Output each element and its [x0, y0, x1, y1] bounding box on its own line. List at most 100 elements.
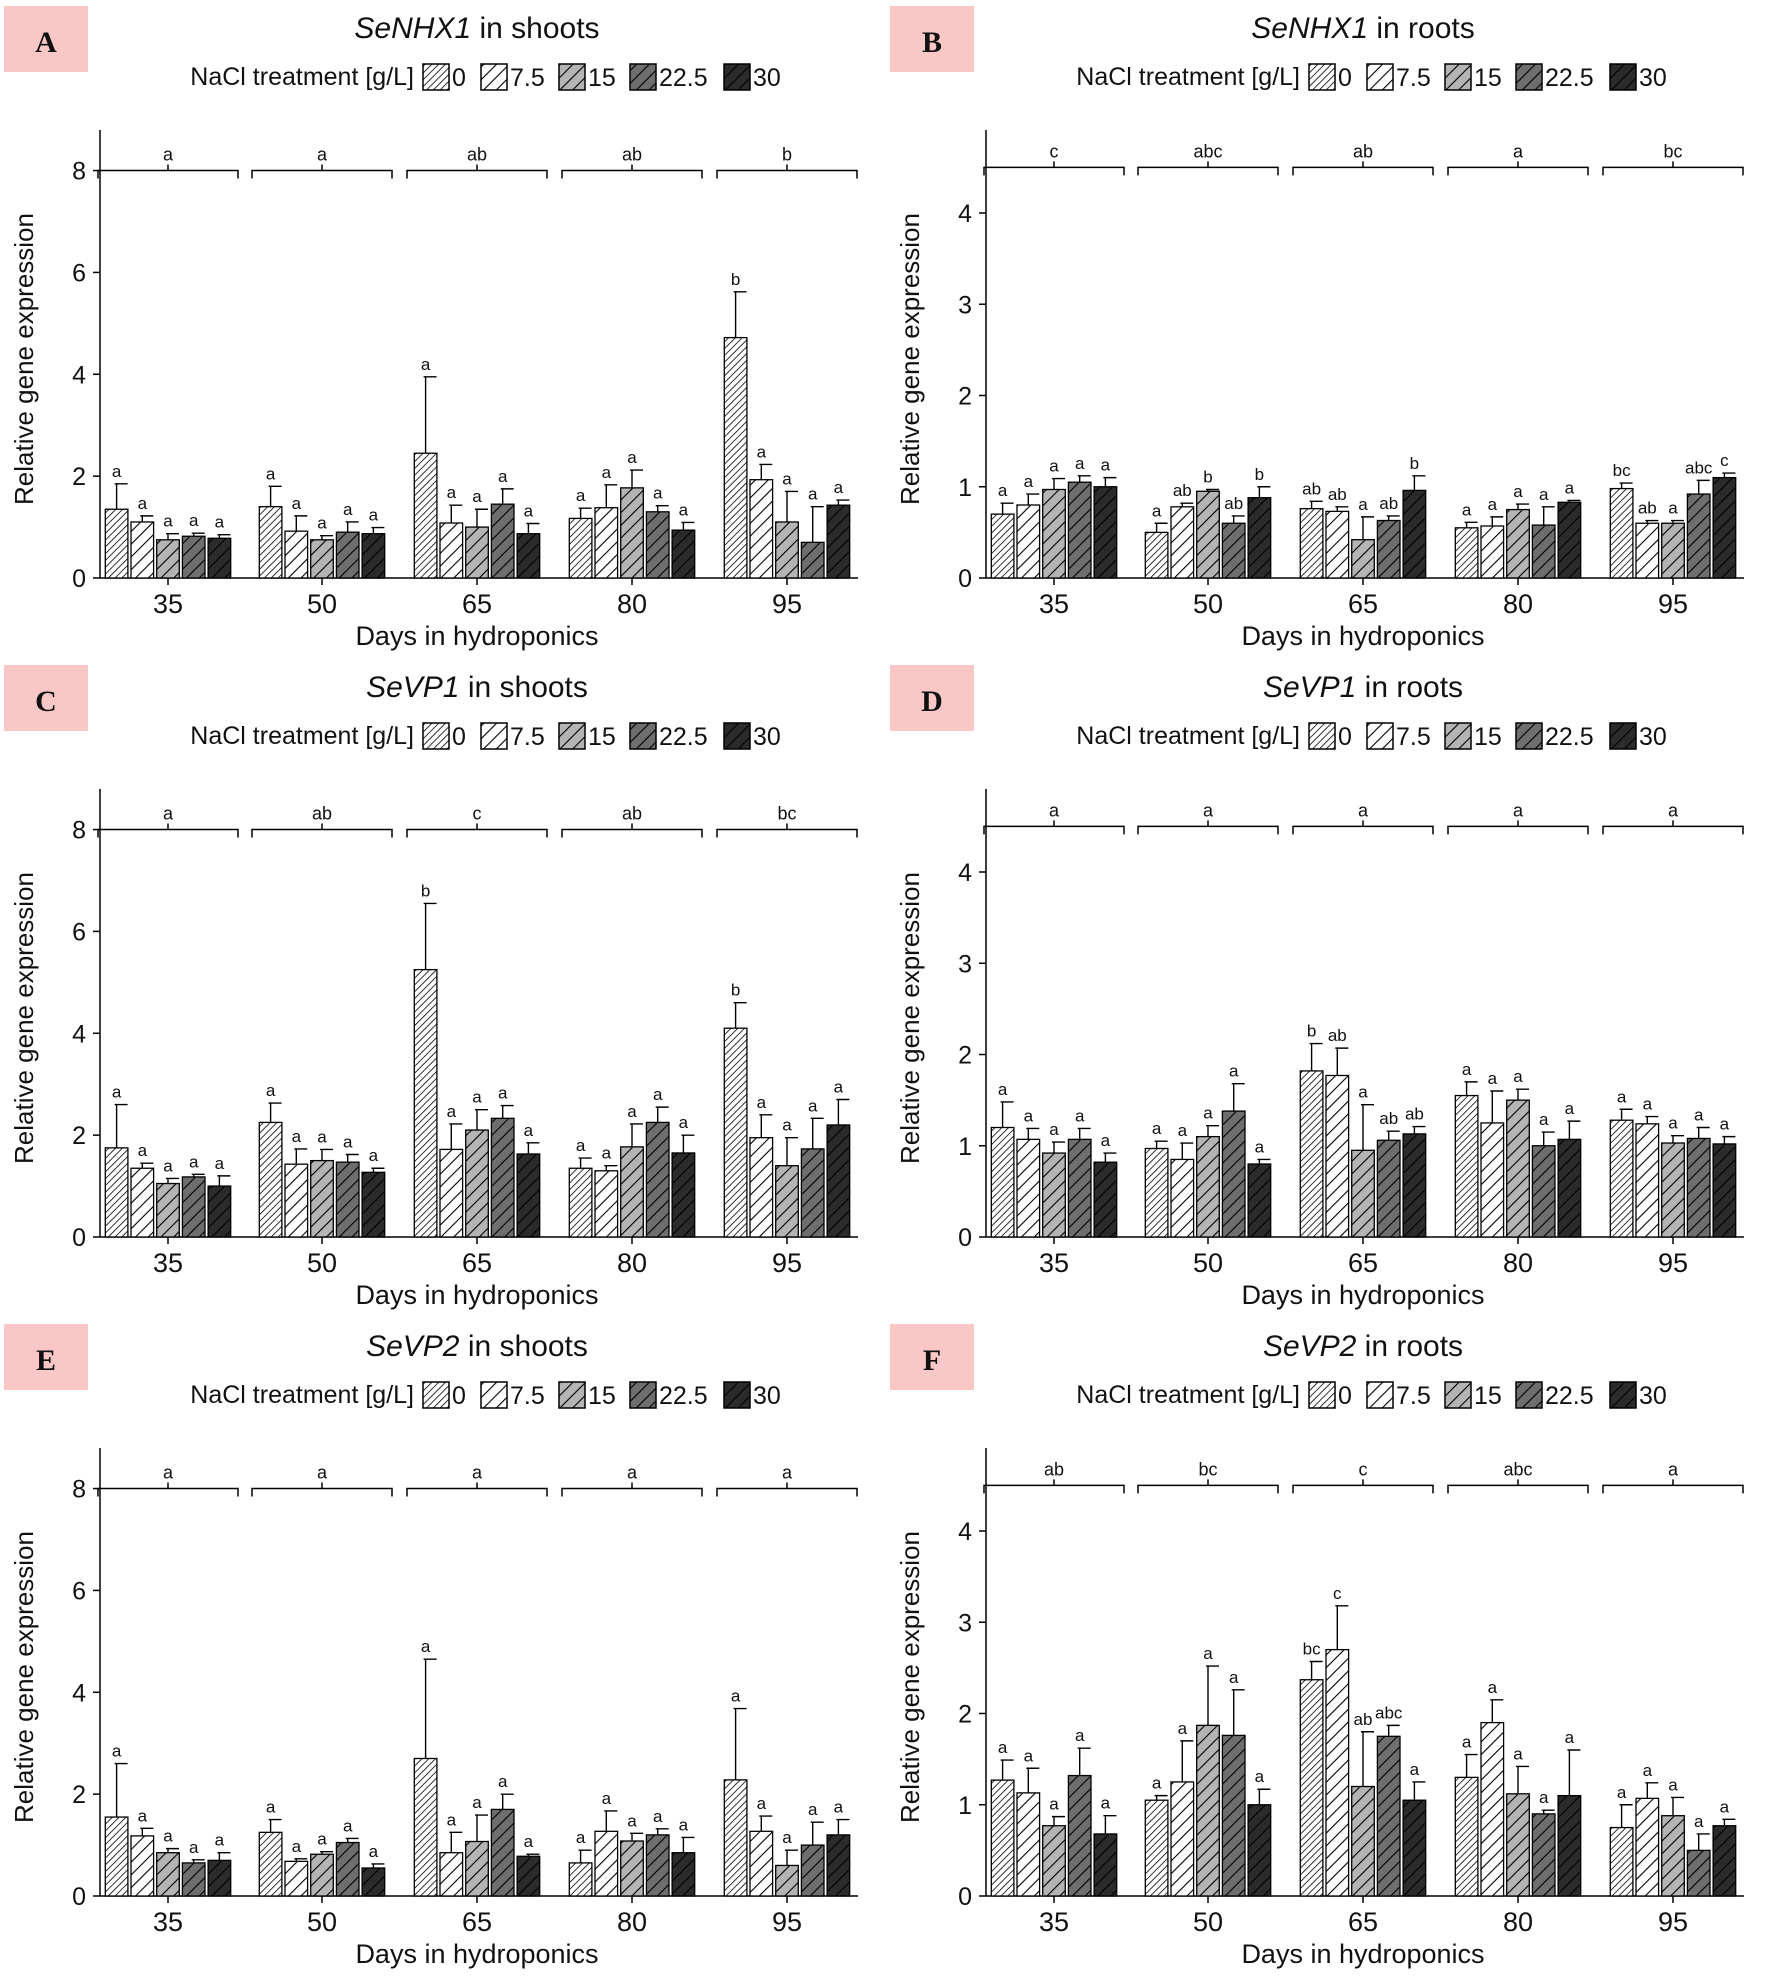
legend-swatch-4: [1609, 63, 1637, 91]
x-tick-label: 50: [307, 1248, 337, 1278]
bar: [1196, 1724, 1220, 1897]
bar: [749, 479, 774, 579]
bar-significance-label: a: [266, 1798, 276, 1817]
bar: [1299, 1070, 1324, 1238]
bar-significance-label: a: [1539, 1788, 1549, 1807]
bar-significance-label: a: [292, 1837, 302, 1856]
bar: [156, 539, 180, 579]
error-bar: [604, 1164, 618, 1171]
error-bar: [1696, 479, 1710, 495]
bar: [310, 1853, 334, 1897]
y-tick-label: 6: [72, 918, 86, 946]
error-bar: [1645, 519, 1659, 524]
group-letter: a: [1668, 1459, 1679, 1479]
error-bar: [140, 515, 154, 522]
legend-label: 15: [588, 64, 616, 92]
y-tick-label: 2: [72, 1781, 86, 1809]
chart-panel-c: C SeVP1 in shoots NaCl treatment [g/L] 0 7.5…: [4, 665, 858, 1310]
x-tick-label: 65: [462, 589, 492, 619]
error-bar: [1335, 506, 1349, 512]
legend-swatch-4: [1609, 1381, 1637, 1409]
error-bar: [1026, 1767, 1040, 1793]
bar-significance-label: a: [1178, 1121, 1188, 1140]
legend-label: 22.5: [1545, 1382, 1594, 1410]
bar-significance-label: a: [782, 469, 792, 488]
bar-significance-label: a: [369, 1146, 379, 1165]
bar: [645, 511, 670, 579]
x-tick-label: 50: [1193, 1907, 1223, 1937]
bar-significance-label: a: [369, 506, 379, 525]
bar: [1661, 522, 1685, 579]
bar-significance-label: a: [472, 487, 482, 506]
bar: [1196, 1135, 1220, 1238]
group-bracket: [983, 820, 1125, 835]
error-bar: [1412, 1125, 1426, 1134]
bar-significance-label: a: [627, 448, 637, 467]
y-tick-label: 4: [72, 361, 86, 389]
bar-significance-label: a: [1075, 454, 1085, 473]
bar: [990, 1779, 1015, 1897]
x-tick-label: 95: [1658, 1248, 1688, 1278]
x-tick-label: 80: [1503, 1907, 1533, 1937]
error-bar: [578, 1849, 592, 1863]
bar: [465, 1129, 489, 1238]
bar-significance-label: a: [1513, 1067, 1523, 1086]
error-bar: [810, 1821, 824, 1846]
error-bar: [733, 1002, 747, 1029]
bar-significance-label: abc: [1375, 1703, 1403, 1722]
bar: [413, 1757, 438, 1897]
group-letter: a: [317, 145, 328, 165]
bar-significance-label: a: [998, 1738, 1008, 1757]
bar-significance-label: a: [1488, 495, 1498, 514]
legend-label: 0: [1338, 1382, 1352, 1410]
error-bar: [1490, 1090, 1504, 1123]
bar: [1454, 1094, 1479, 1238]
bar: [620, 487, 644, 579]
group-letter: a: [1668, 800, 1679, 820]
error-bar: [1206, 488, 1219, 492]
legend-label: 15: [588, 1382, 616, 1410]
bar-significance-label: a: [138, 1141, 148, 1160]
bar: [1531, 1813, 1556, 1897]
error-bar: [1103, 1152, 1117, 1163]
x-tick-label: 35: [153, 1248, 183, 1278]
bar: [490, 1808, 515, 1897]
bar-significance-label: b: [421, 881, 430, 900]
group-bracket: [716, 1482, 858, 1497]
bar: [620, 1146, 644, 1238]
error-bar: [1412, 475, 1426, 491]
error-bar: [1567, 1749, 1581, 1796]
x-tick-label: 50: [1193, 1248, 1223, 1278]
legend-label: 0: [1338, 723, 1352, 751]
legend-swatch-2: [1444, 722, 1472, 750]
bar-significance-label: bc: [1613, 461, 1631, 480]
error-bar: [1541, 1809, 1555, 1814]
error-bar: [1490, 516, 1504, 526]
bar: [1351, 539, 1375, 579]
bar: [1221, 1734, 1246, 1897]
bar-significance-label: a: [602, 463, 612, 482]
bar: [1609, 1826, 1634, 1897]
bar: [1247, 497, 1272, 579]
error-bar: [1231, 1689, 1245, 1736]
y-tick-label: 6: [72, 1577, 86, 1605]
legend-swatch-1: [480, 722, 508, 750]
error-bar: [166, 1177, 179, 1184]
group-bracket: [97, 1482, 239, 1497]
bar: [800, 541, 825, 579]
error-bar: [1516, 1088, 1529, 1101]
error-bar: [294, 515, 308, 532]
error-bar: [1000, 1101, 1014, 1128]
bar-significance-label: a: [1152, 1774, 1162, 1793]
error-bar: [681, 1836, 695, 1853]
legend-label: 30: [753, 723, 781, 751]
bar: [1506, 1099, 1530, 1238]
x-tick-label: 95: [772, 1907, 802, 1937]
x-tick-label: 50: [1193, 589, 1223, 619]
x-axis-label: Days in hydroponics: [355, 1939, 598, 1969]
bar: [671, 1152, 696, 1238]
bar-significance-label: a: [163, 1156, 173, 1175]
x-tick-label: 95: [1658, 1907, 1688, 1937]
legend-swatch-0: [1308, 1381, 1336, 1409]
